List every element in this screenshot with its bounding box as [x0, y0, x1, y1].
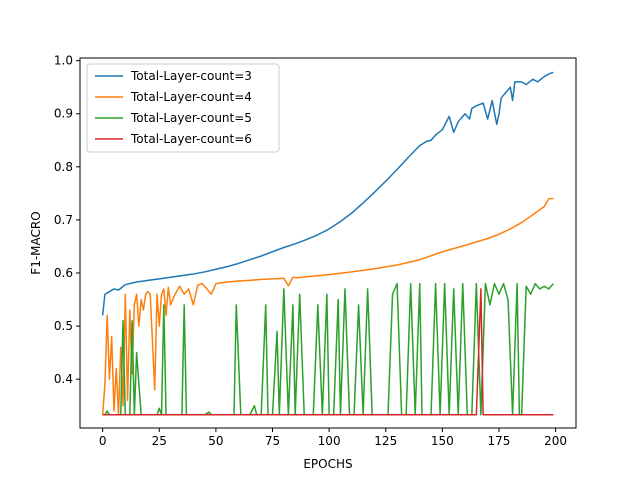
x-tick-label: 75 — [265, 434, 280, 448]
x-tick-label: 125 — [374, 434, 397, 448]
x-tick-label: 200 — [544, 434, 567, 448]
x-axis-ticks: 0 25 50 75 100 125 150 175 200 — [99, 428, 567, 448]
legend-label: Total-Layer-count=5 — [130, 111, 252, 125]
y-tick-label: 0.6 — [54, 266, 73, 280]
series-line-1 — [101, 71, 554, 316]
y-tick-label: 0.8 — [54, 160, 73, 174]
y-axis-label: F1-MACRO — [29, 211, 43, 274]
legend: Total-Layer-count=3 Total-Layer-count=4 To… — [86, 63, 280, 153]
y-tick-label: 0.4 — [54, 372, 73, 386]
x-tick-label: 150 — [431, 434, 454, 448]
y-tick-label: 1.0 — [54, 54, 73, 68]
y-tick-label: 0.5 — [54, 319, 73, 333]
y-tick-label: 0.7 — [54, 213, 73, 227]
legend-label: Total-Layer-count=6 — [130, 132, 252, 146]
series-line-4 — [102, 288, 554, 416]
series-line-2 — [101, 197, 554, 416]
y-tick-label: 0.9 — [54, 107, 73, 121]
y-axis-ticks: 0.4 0.5 0.6 0.7 0.8 0.9 1.0 — [54, 54, 80, 386]
x-tick-label: 175 — [488, 434, 511, 448]
legend-box — [86, 63, 280, 153]
legend-label: Total-Layer-count=3 — [130, 69, 252, 83]
x-tick-label: 25 — [152, 434, 167, 448]
series-layer — [101, 71, 554, 416]
x-tick-label: 50 — [208, 434, 223, 448]
legend-label: Total-Layer-count=4 — [130, 90, 252, 104]
x-axis-label: EPOCHS — [303, 457, 352, 471]
series-line-3 — [102, 282, 554, 416]
x-tick-label: 0 — [99, 434, 107, 448]
plot-area-frame — [79, 57, 577, 429]
x-tick-label: 100 — [318, 434, 341, 448]
